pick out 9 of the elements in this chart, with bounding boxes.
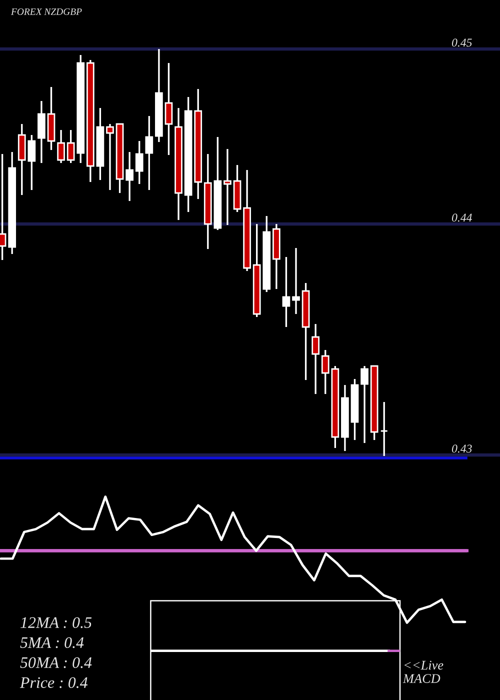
text: 5MA : 0.4 — [20, 637, 84, 648]
y-tick-label: 0.43 — [452, 444, 472, 453]
text: FOREX NZDGBP — [10, 8, 82, 15]
text: Price : 0.4 — [20, 677, 88, 688]
y-tick-label: 0.44 — [452, 214, 472, 222]
text: 50MA : 0.4 — [20, 657, 92, 668]
y-tick-label: 0.45 — [452, 38, 472, 47]
annotation: 12MA : 0.5 — [20, 617, 92, 628]
text: <<Live MACD — [402, 660, 444, 683]
